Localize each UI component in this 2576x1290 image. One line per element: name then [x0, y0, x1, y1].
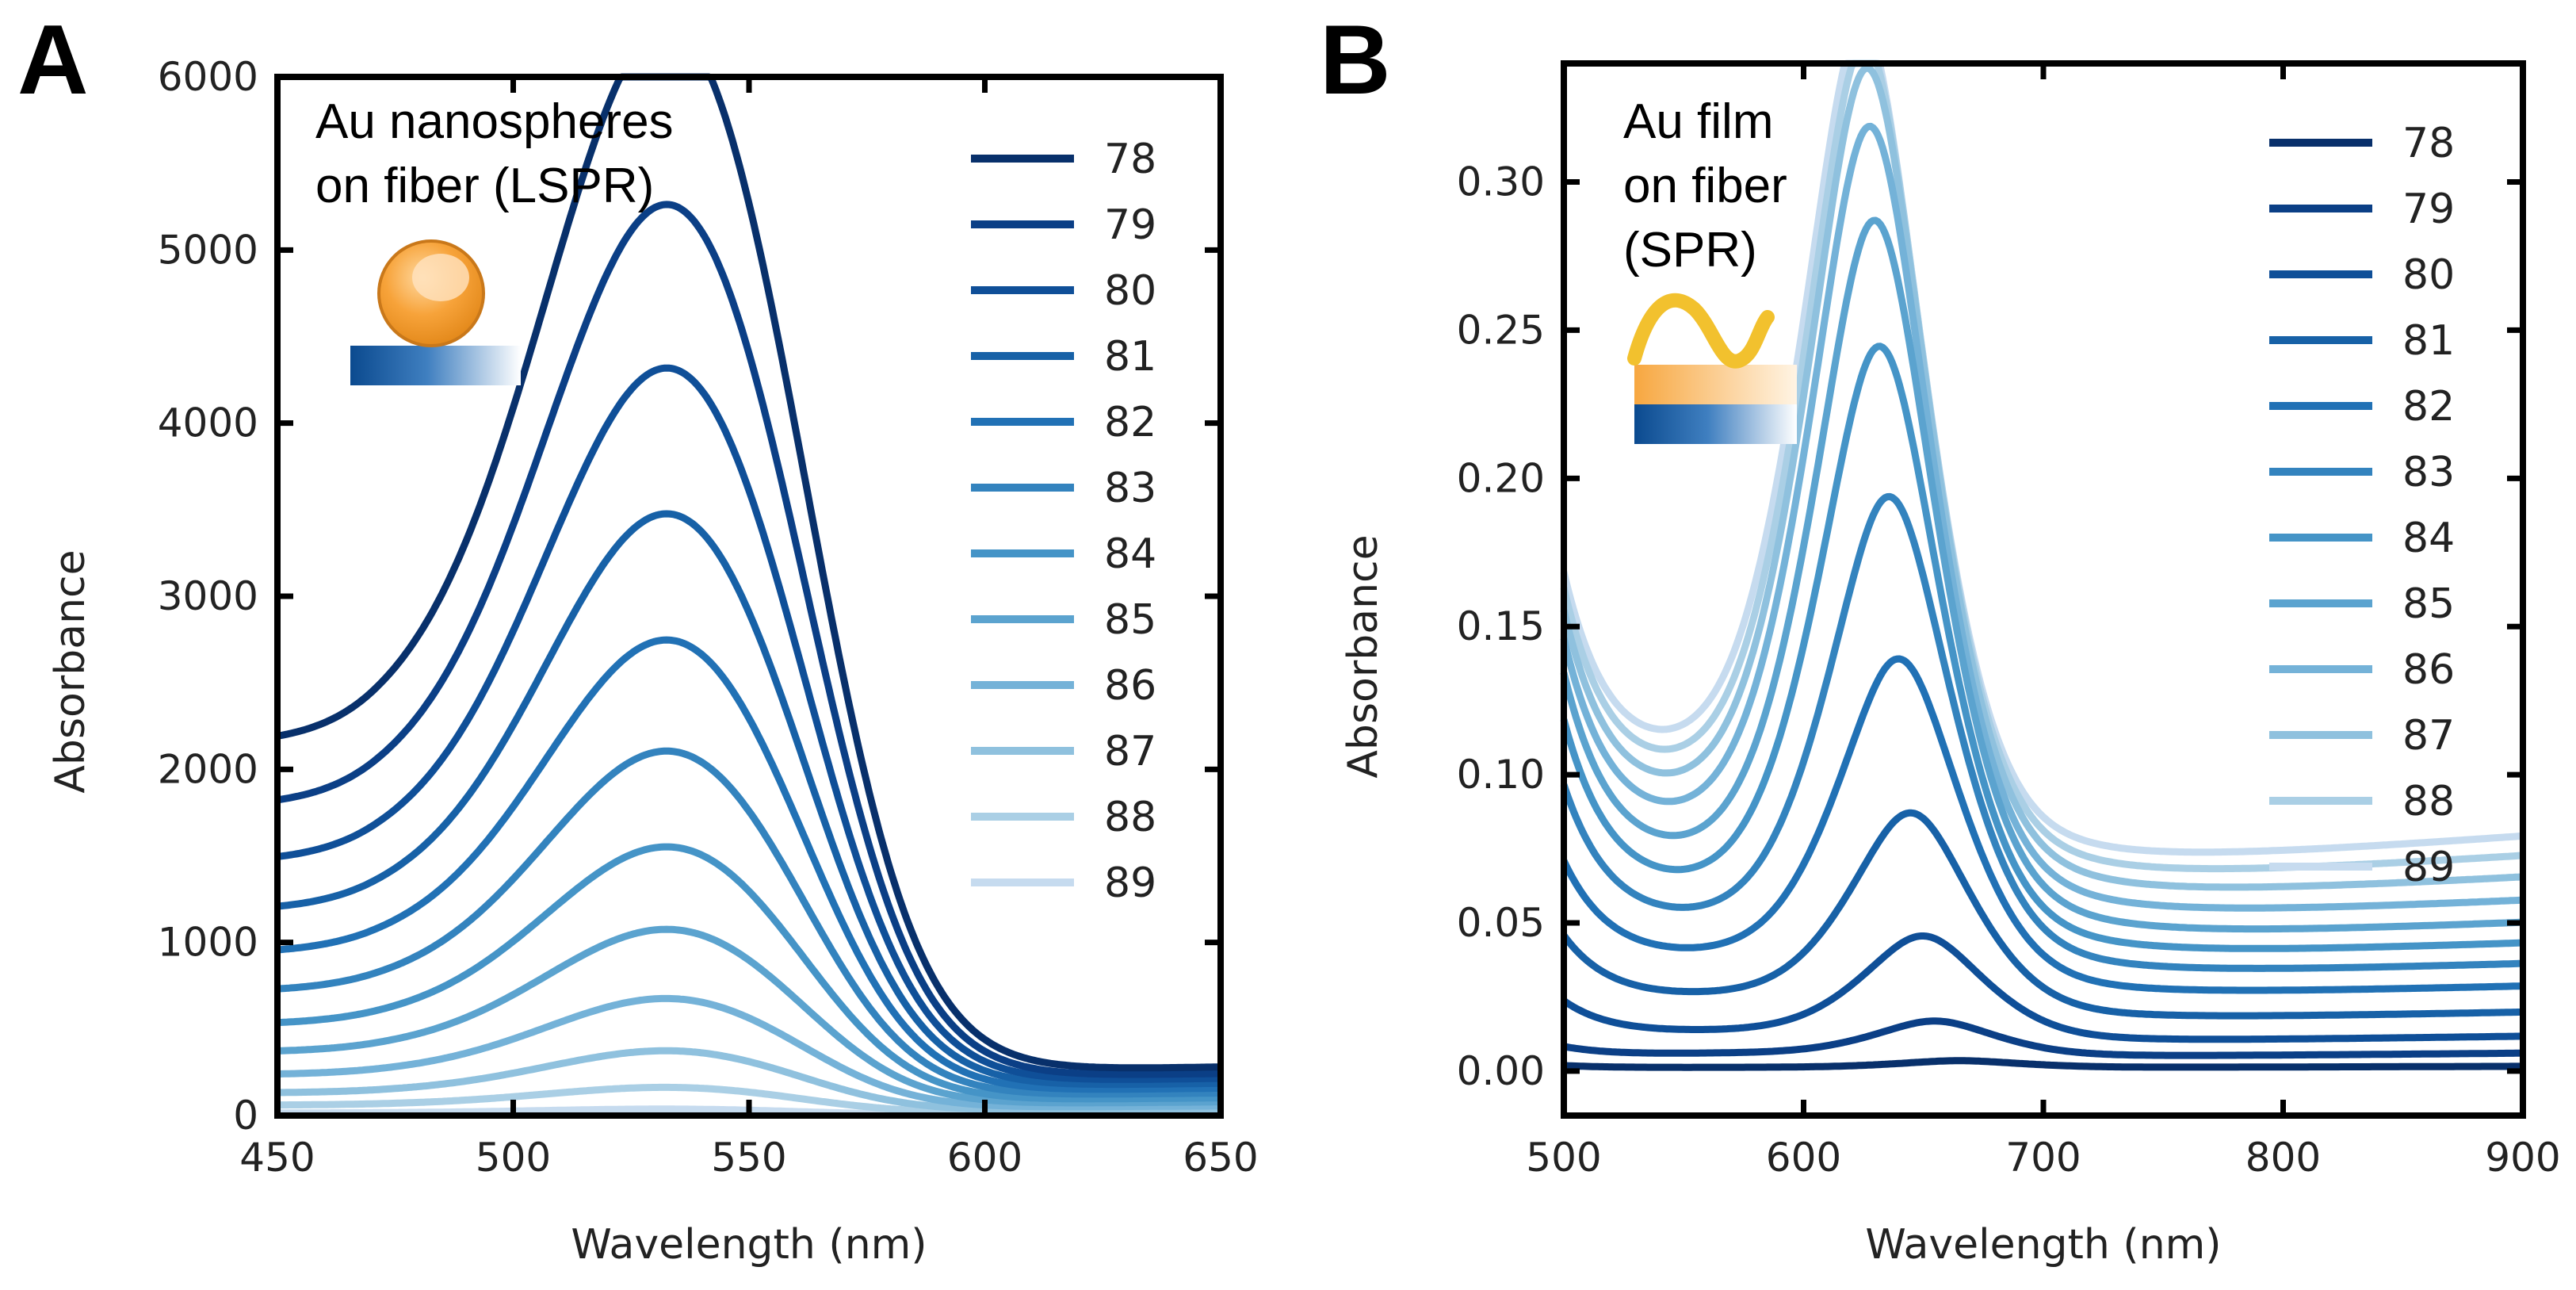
plot-b-legend-label-81: 81 — [2402, 317, 2455, 365]
plot-a-ylabel: Absorbance — [47, 549, 94, 793]
plot-b-xtick-label: 800 — [2245, 1135, 2321, 1181]
plot-a-curve-86 — [276, 994, 1222, 1111]
plot-b-ylabel: Absorbance — [1340, 534, 1387, 778]
plot-b-ytick-label: 0.20 — [1457, 455, 1545, 501]
plot-a-curve-85 — [276, 925, 1222, 1107]
plot-b-xtick-label: 900 — [2485, 1135, 2560, 1181]
legend-a: 78 79 80 81 82 83 84 85 86 87 88 89 — [971, 136, 1156, 907]
plot-b-xtick-label: 600 — [1766, 1135, 1841, 1181]
nanosphere-icon — [350, 239, 521, 385]
plot-a-ytick-label: 2000 — [158, 746, 258, 792]
plot-a-curve-78 — [276, 73, 1222, 1072]
plot-a-legend-label-83: 83 — [1104, 465, 1156, 512]
gold-layer-icon — [1634, 365, 1797, 404]
plot-b-curve-82 — [1560, 655, 2524, 994]
plot-a-xtick-label: 600 — [947, 1135, 1022, 1181]
plot-a-xlabel: Wavelength (nm) — [571, 1221, 927, 1269]
plot-b-ticks: 500 600 700 800 900 0.00 0.05 0.10 0.15 0.20 0.25 0… — [1457, 63, 2561, 1181]
plot-a-ytick-label: 4000 — [158, 400, 258, 446]
plot-a-legend-label-87: 87 — [1104, 728, 1156, 775]
plot-b-ytick-label: 0.30 — [1457, 159, 1545, 205]
annotation-b: Au film on fiber (SPR) — [1623, 94, 1787, 278]
plot-a-legend-label-78: 78 — [1104, 136, 1156, 183]
gold-film-icon — [1627, 293, 1797, 444]
plot-a-ytick-label: 5000 — [158, 227, 258, 273]
plot-a-legend-label-86: 86 — [1104, 662, 1156, 710]
plot-a-ytick-label: 6000 — [158, 54, 258, 100]
plot-b-legend-label-85: 85 — [2402, 580, 2455, 628]
annotation-a: Au nanospheres on fiber (LSPR) — [315, 94, 674, 213]
plot-b-legend-label-86: 86 — [2402, 646, 2455, 694]
plot-a-curve-82 — [276, 636, 1222, 1093]
annotation-b-line-3: (SPR) — [1623, 223, 1757, 278]
plot-b-legend-label-83: 83 — [2402, 449, 2455, 496]
panel-a: A 450 500 550 600 650 0 1000 2000 3000 4000 5000 60… — [17, 6, 1259, 1269]
plot-a-ticks: 450 500 550 600 650 0 1000 2000 3000 4000 5000 6000 — [158, 54, 1259, 1181]
plot-b-curve-87 — [1560, 64, 2524, 891]
plot-a-ytick-label: 3000 — [158, 573, 258, 619]
plot-b-curve-89 — [1560, 59, 2524, 856]
plot-b-curve-84 — [1560, 343, 2524, 952]
plot-b-legend-label-84: 84 — [2402, 515, 2455, 562]
plot-b-xlabel: Wavelength (nm) — [1865, 1221, 2221, 1269]
plot-b-curve-80 — [1561, 932, 2524, 1043]
plot-a-xtick-label: 500 — [476, 1135, 551, 1181]
plot-a-legend-label-80: 80 — [1104, 267, 1156, 315]
plot-b-curve-81 — [1561, 809, 2524, 1020]
plot-b-curve-79 — [1562, 1017, 2524, 1059]
plot-a-legend-label-84: 84 — [1104, 530, 1156, 578]
plot-a-legend-label-89: 89 — [1104, 859, 1156, 907]
plot-b-ytick-label: 0.15 — [1457, 603, 1545, 649]
plot-a-legend-label-82: 82 — [1104, 399, 1156, 446]
legend-b: 78 79 80 81 82 83 84 85 86 87 88 89 — [2269, 120, 2455, 891]
plot-b-curves — [1560, 59, 2524, 1071]
panel-b: B 500 600 700 800 900 0.00 0.05 0.10 0.15 0.20 0.2… — [1320, 6, 2561, 1269]
plot-a-curve-83 — [276, 747, 1222, 1098]
plot-a-legend-label-79: 79 — [1104, 201, 1156, 249]
plot-a-legend-label-85: 85 — [1104, 596, 1156, 644]
annotation-a-line-1: Au nanospheres — [315, 94, 674, 149]
annotation-b-line-2: on fiber — [1623, 159, 1787, 213]
panel-b-letter: B — [1320, 6, 1391, 115]
plot-a-curve-79 — [276, 201, 1222, 1078]
plot-b-legend-label-88: 88 — [2402, 778, 2455, 825]
plot-b-legend-label-87: 87 — [2402, 712, 2455, 760]
plot-b-ytick-label: 0.10 — [1457, 752, 1545, 798]
plot-b-legend-label-82: 82 — [2402, 383, 2455, 431]
plot-a-curves — [276, 73, 1222, 1119]
plot-a-ytick-label: 1000 — [158, 920, 258, 966]
annotation-b-line-1: Au film — [1623, 94, 1773, 149]
panel-a-letter: A — [17, 6, 89, 115]
plot-a-legend-label-88: 88 — [1104, 794, 1156, 841]
sphere-highlight-icon — [412, 254, 469, 301]
plot-a-xtick-label: 550 — [711, 1135, 786, 1181]
plot-b-xtick-label: 500 — [1526, 1135, 1601, 1181]
plot-a-xtick-label: 650 — [1183, 1135, 1258, 1181]
fiber-core-icon — [1634, 404, 1797, 444]
wave-icon — [1627, 293, 1775, 369]
plot-b-legend-label-78: 78 — [2402, 120, 2455, 167]
plot-a-curve-80 — [276, 364, 1222, 1083]
plot-b-legend-label-89: 89 — [2402, 844, 2455, 891]
fiber-bar-icon — [350, 346, 521, 385]
plot-b-curve-85 — [1560, 216, 2524, 933]
plot-a-curve-81 — [276, 510, 1222, 1089]
plot-b-curve-78 — [1562, 1057, 2524, 1071]
plot-b-xtick-label: 700 — [2005, 1135, 2081, 1181]
plot-b-ytick-label: 0.25 — [1457, 307, 1545, 353]
plot-b-legend-label-79: 79 — [2402, 186, 2455, 233]
plot-b-legend-label-80: 80 — [2402, 251, 2455, 299]
plot-a-xtick-label: 450 — [239, 1135, 315, 1181]
annotation-a-line-2: on fiber (LSPR) — [315, 159, 654, 213]
plot-b-ytick-label: 0.00 — [1457, 1048, 1545, 1094]
plot-a-legend-label-81: 81 — [1104, 333, 1156, 381]
plot-b-ytick-label: 0.05 — [1457, 900, 1545, 946]
plot-a-curve-84 — [276, 843, 1222, 1103]
plot-a-ytick-label: 0 — [233, 1093, 258, 1139]
plot-b-curve-86 — [1560, 122, 2524, 912]
plot-b-curve-83 — [1560, 492, 2524, 972]
